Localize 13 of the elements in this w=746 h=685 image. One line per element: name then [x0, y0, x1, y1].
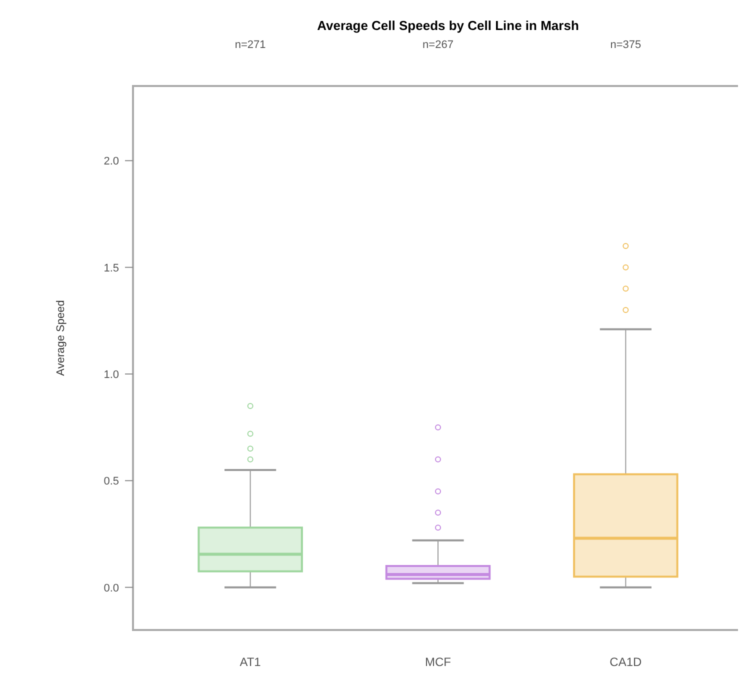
x-tick-label: CA1D: [610, 655, 642, 669]
text: n=267: [422, 39, 454, 51]
text: n=375: [610, 39, 642, 51]
y-tick-label: 1.0: [104, 369, 119, 381]
x-tick-label: AT1: [240, 655, 262, 669]
y-tick-label: 0.5: [104, 476, 119, 488]
x-tick-label: MCF: [425, 655, 451, 669]
text: n=271: [234, 39, 266, 51]
y-tick-label: 2.0: [104, 156, 119, 168]
y-tick-label: 0.0: [104, 582, 119, 594]
y-tick-label: 1.5: [104, 262, 119, 274]
y-axis-title: Average Speed: [55, 300, 67, 376]
chart-title: Average Cell Speeds by Cell Line in Marsh: [317, 18, 579, 33]
